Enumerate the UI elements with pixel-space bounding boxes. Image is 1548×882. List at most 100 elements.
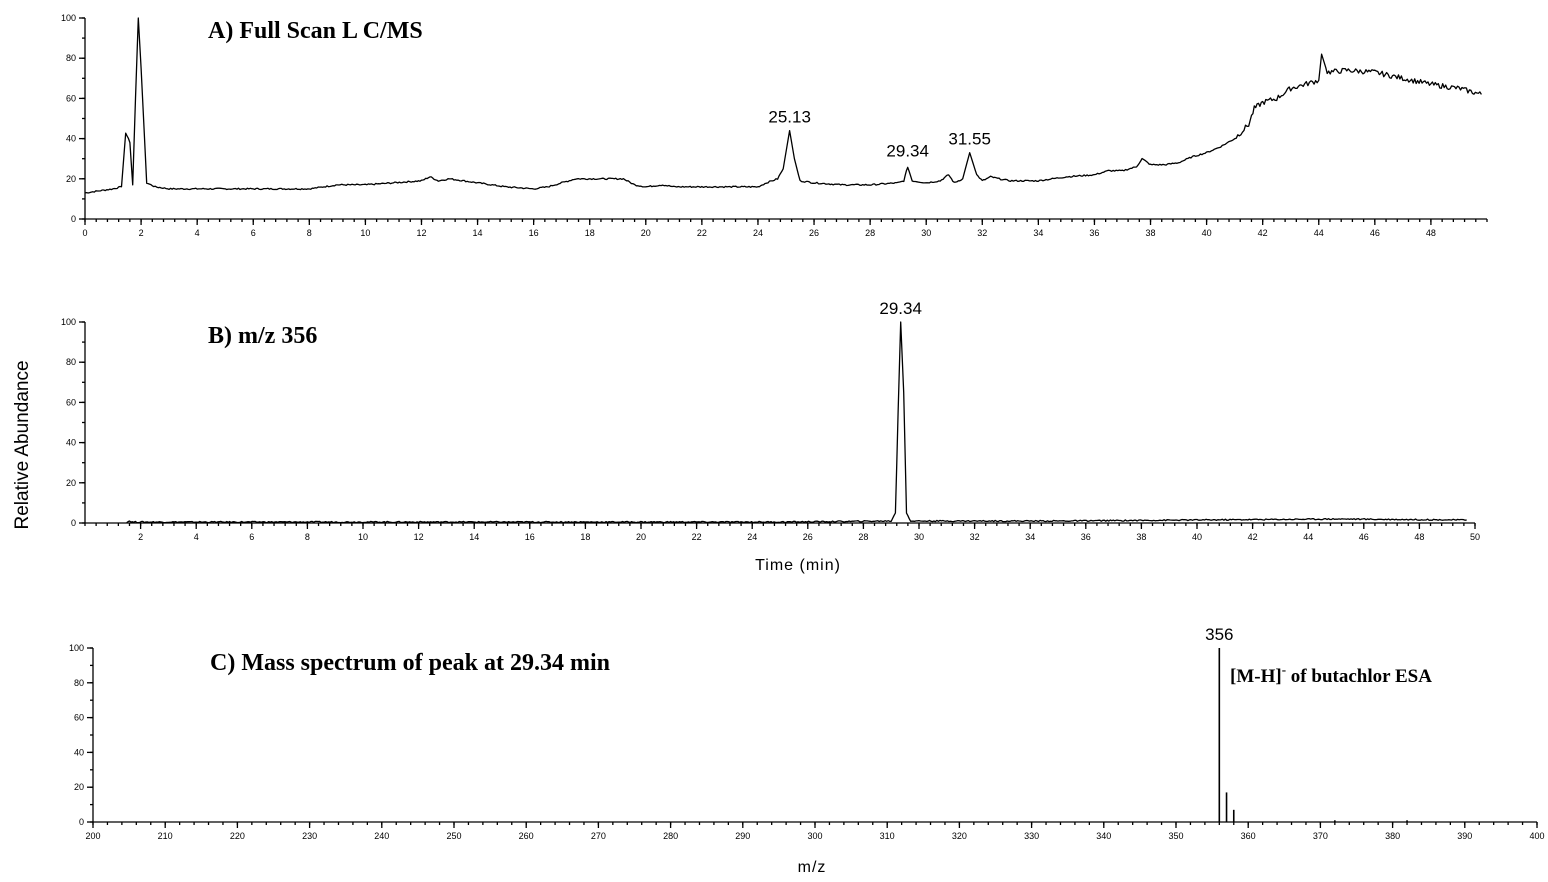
panel-b-x-tick-label: 16 bbox=[525, 532, 535, 542]
panel-c-x-tick-label: 300 bbox=[807, 831, 822, 841]
panel-a-x-tick-label: 8 bbox=[307, 228, 312, 238]
y-axis-label: Relative Abundance bbox=[12, 360, 33, 529]
panel-a-y-tick-label: 40 bbox=[66, 134, 76, 144]
panel-a-y-tick-label: 60 bbox=[66, 93, 76, 103]
panel-c-y-tick-label: 100 bbox=[69, 643, 84, 653]
panel-b-x-tick-label: 14 bbox=[469, 532, 479, 542]
panel-b-y-tick-label: 60 bbox=[66, 397, 76, 407]
panel-b-y-tick-label: 80 bbox=[66, 357, 76, 367]
panel-b-x-tick-label: 28 bbox=[858, 532, 868, 542]
panel-c-x-tick-label: 220 bbox=[230, 831, 245, 841]
panel-b-title: B) m/z 356 bbox=[208, 323, 317, 349]
panel-a-x-tick-label: 30 bbox=[921, 228, 931, 238]
panel-c-x-tick-label: 380 bbox=[1385, 831, 1400, 841]
annotation-ion: [M-H] bbox=[1230, 666, 1282, 687]
panel-a-x-tick-label: 28 bbox=[865, 228, 875, 238]
panel-a-peak-label: 29.34 bbox=[886, 142, 929, 161]
panel-b-trace bbox=[126, 321, 1467, 524]
panel-a-y-tick-label: 100 bbox=[61, 13, 76, 23]
panel-a-x-tick-label: 32 bbox=[977, 228, 987, 238]
panel-a-x-tick-label: 22 bbox=[697, 228, 707, 238]
panel-a-title: A) Full Scan L C/MS bbox=[208, 18, 423, 44]
panel-b-x-tick-label: 46 bbox=[1359, 532, 1369, 542]
panel-c-x-tick-label: 290 bbox=[735, 831, 750, 841]
panel-a-x-tick-label: 26 bbox=[809, 228, 819, 238]
panel-b-x-tick-label: 36 bbox=[1081, 532, 1091, 542]
panel-a-x-tick-label: 48 bbox=[1426, 228, 1436, 238]
panel-c-x-tick-label: 200 bbox=[85, 831, 100, 841]
panel-c-x-axis-title: m/z bbox=[798, 859, 827, 876]
panel-c-title: C) Mass spectrum of peak at 29.34 min bbox=[210, 650, 610, 676]
panel-c-x-tick-label: 260 bbox=[519, 831, 534, 841]
panel-a-x-tick-label: 46 bbox=[1370, 228, 1380, 238]
panel-a-x-tick-label: 38 bbox=[1146, 228, 1156, 238]
panel-a-x-tick-label: 18 bbox=[585, 228, 595, 238]
annotation-charge: - bbox=[1282, 662, 1286, 677]
panel-c-x-tick-label: 230 bbox=[302, 831, 317, 841]
panel-c-y-tick-label: 80 bbox=[74, 678, 84, 688]
panel-b-y-tick-label: 40 bbox=[66, 438, 76, 448]
panel-c-compound-annotation: [M-H]- of butachlor ESA bbox=[1230, 662, 1432, 687]
panel-b-x-tick-label: 34 bbox=[1025, 532, 1035, 542]
panel-c-x-tick-label: 240 bbox=[374, 831, 389, 841]
panel-c-x-tick-label: 270 bbox=[591, 831, 606, 841]
panel-b-x-tick-label: 8 bbox=[305, 532, 310, 542]
panel-b-x-tick-label: 30 bbox=[914, 532, 924, 542]
panel-a-trace bbox=[84, 17, 1482, 194]
panel-a-x-tick-label: 2 bbox=[139, 228, 144, 238]
panel-a-y-tick-label: 0 bbox=[71, 214, 76, 224]
panel-b-x-tick-label: 44 bbox=[1303, 532, 1313, 542]
panel-a-x-tick-label: 0 bbox=[82, 228, 87, 238]
panel-b-y-tick-label: 0 bbox=[71, 518, 76, 528]
panel-b-y-tick-label: 100 bbox=[61, 317, 76, 327]
panel-b-x-tick-label: 24 bbox=[747, 532, 757, 542]
panel-c-peak-label: 356 bbox=[1205, 625, 1233, 644]
panel-c-y-tick-label: 0 bbox=[79, 817, 84, 827]
panel-a-x-tick-label: 34 bbox=[1033, 228, 1043, 238]
panel-b-mz-356: 2 4 6 8 10 12 14 16 18 20 22 24 26 28 30 32 34 36 38 40 42 44… bbox=[61, 299, 1480, 542]
panel-a-x-tick-label: 42 bbox=[1258, 228, 1268, 238]
panel-c-x-tick-label: 340 bbox=[1096, 831, 1111, 841]
panel-a-x-tick-label: 14 bbox=[473, 228, 483, 238]
panel-a-peak-label: 31.55 bbox=[948, 130, 991, 149]
panel-c-mass-spectrum: 200 210 220 230 240 250 260 270 280 290 300 310 320 3… bbox=[69, 625, 1545, 841]
panel-b-x-axis-title: Time (min) bbox=[755, 557, 841, 574]
panel-b-x-tick-label: 18 bbox=[580, 532, 590, 542]
panel-c-x-tick-label: 400 bbox=[1529, 831, 1544, 841]
panel-a-x-tick-label: 10 bbox=[360, 228, 370, 238]
panel-b-x-tick-label: 32 bbox=[970, 532, 980, 542]
panel-a-peak-label: 25.13 bbox=[768, 108, 811, 127]
panel-c-x-tick-label: 360 bbox=[1241, 831, 1256, 841]
panel-a-y-tick-label: 80 bbox=[66, 53, 76, 63]
panel-b-x-tick-label: 12 bbox=[414, 532, 424, 542]
panel-c-x-tick-label: 310 bbox=[880, 831, 895, 841]
panel-c-x-tick-label: 280 bbox=[663, 831, 678, 841]
panel-b-x-tick-label: 2 bbox=[138, 532, 143, 542]
panel-a-x-tick-label: 16 bbox=[529, 228, 539, 238]
panel-c-x-tick-label: 390 bbox=[1457, 831, 1472, 841]
panel-c-x-tick-label: 370 bbox=[1313, 831, 1328, 841]
panel-a-x-tick-label: 36 bbox=[1089, 228, 1099, 238]
panel-b-x-tick-label: 50 bbox=[1470, 532, 1480, 542]
panel-a-x-tick-label: 40 bbox=[1202, 228, 1212, 238]
panel-c-x-tick-label: 350 bbox=[1168, 831, 1183, 841]
panel-b-x-tick-label: 42 bbox=[1248, 532, 1258, 542]
panel-b-y-tick-label: 20 bbox=[66, 478, 76, 488]
panel-a-x-tick-label: 12 bbox=[416, 228, 426, 238]
panel-b-peak-label: 29.34 bbox=[879, 299, 922, 318]
panel-c-x-tick-label: 330 bbox=[1024, 831, 1039, 841]
annotation-compound: of butachlor ESA bbox=[1286, 666, 1432, 687]
panel-a-y-tick-label: 20 bbox=[66, 174, 76, 184]
panel-c-y-tick-label: 40 bbox=[74, 747, 84, 757]
panel-a-x-tick-label: 24 bbox=[753, 228, 763, 238]
panel-a-full-scan: 0 2 4 6 8 10 12 14 16 18 20 22 24 26 28 30 32 34 36 38 40 42 4… bbox=[61, 13, 1488, 238]
panel-b-x-tick-label: 10 bbox=[358, 532, 368, 542]
panel-b-x-tick-label: 40 bbox=[1192, 532, 1202, 542]
panel-a-x-tick-label: 20 bbox=[641, 228, 651, 238]
panel-a-x-tick-label: 44 bbox=[1314, 228, 1324, 238]
panel-c-x-tick-label: 250 bbox=[446, 831, 461, 841]
panel-b-x-tick-label: 4 bbox=[194, 532, 199, 542]
panel-b-x-tick-label: 26 bbox=[803, 532, 813, 542]
